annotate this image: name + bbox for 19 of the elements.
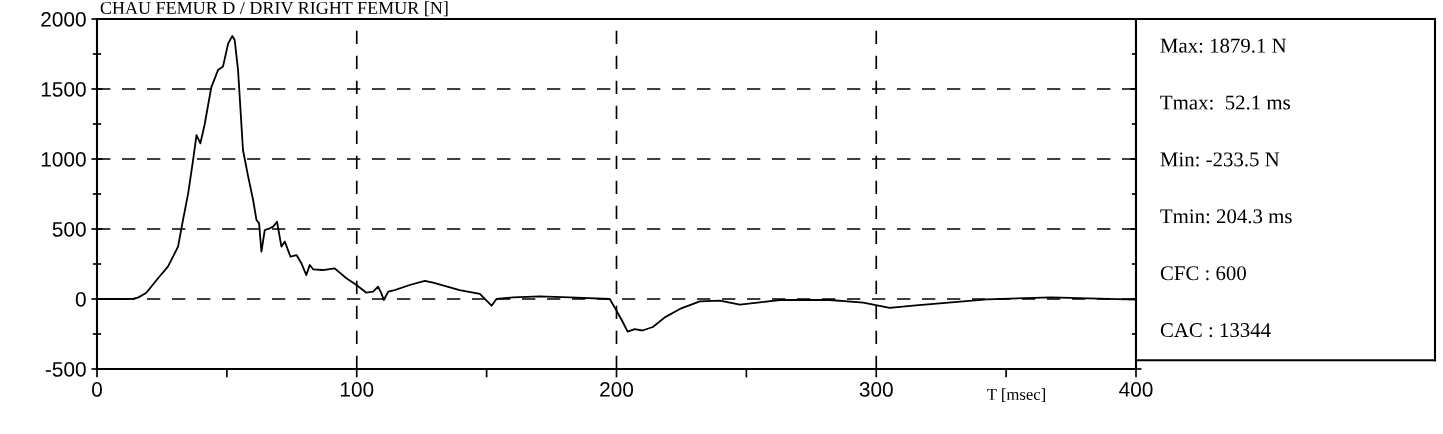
chart-title: CHAU FEMUR D / DRIV RIGHT FEMUR [N] <box>100 1 448 17</box>
y-tick-label: 0 <box>75 292 86 307</box>
text: Min: -233.5 N <box>1160 152 1280 167</box>
text: CAC : 13344 <box>1160 323 1271 338</box>
y-tick-label: 500 <box>52 222 86 237</box>
y-tick-label: -500 <box>45 362 86 377</box>
y-tick-label: 1500 <box>41 82 86 97</box>
text: Tmax: 52.1 ms <box>1160 95 1290 110</box>
x-tick-label: 200 <box>600 382 634 397</box>
text: Max: 1879.1 N <box>1160 38 1287 53</box>
x-tick-label: 0 <box>92 382 102 397</box>
x-tick-label: 300 <box>859 382 893 397</box>
x-tick-label: 100 <box>340 382 374 397</box>
y-tick-label: 1000 <box>41 152 86 167</box>
x-axis-title: T [msec] <box>987 388 1045 403</box>
y-tick-label: 2000 <box>41 12 86 27</box>
x-tick-label: 400 <box>1119 382 1153 397</box>
text: CFC : 600 <box>1160 266 1246 281</box>
text: Tmin: 204.3 ms <box>1160 209 1292 224</box>
